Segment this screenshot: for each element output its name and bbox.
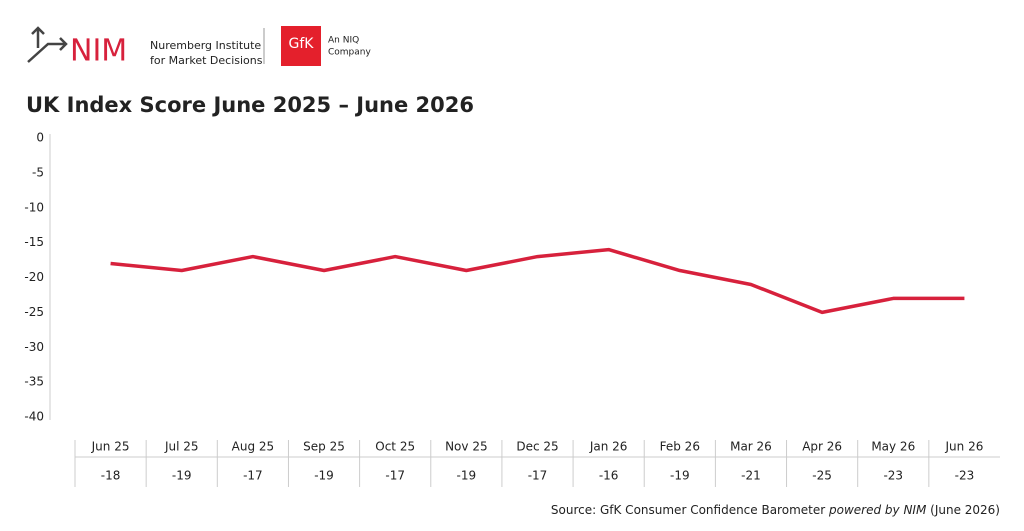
value-label: -19: [172, 469, 192, 483]
y-tick-label: -25: [24, 305, 44, 319]
category-label: Nov 25: [445, 440, 488, 454]
y-tick-label: -10: [24, 200, 44, 214]
category-label: Jan 26: [589, 440, 628, 454]
logo-sub: for Market Decisions: [150, 54, 263, 67]
partner-logo: GfK: [289, 36, 315, 52]
source-prefix: Source: GfK Consumer Confidence Baromete…: [551, 503, 825, 517]
partner-sub: An NIQ: [328, 36, 359, 46]
source-suffix: (June 2026): [930, 503, 1000, 517]
value-label: -17: [243, 469, 263, 483]
category-label: Dec 25: [516, 440, 558, 454]
value-label: -19: [314, 469, 334, 483]
partner-sub: Company: [328, 48, 371, 58]
category-label: Mar 26: [730, 440, 772, 454]
y-tick-label: -5: [32, 165, 44, 179]
category-label: Jul 25: [164, 440, 199, 454]
y-tick-label: -30: [24, 340, 44, 354]
category-label: May 26: [871, 440, 915, 454]
source: Source: GfK Consumer Confidence Baromete…: [551, 503, 1000, 517]
source-emphasis: powered by NIM: [828, 503, 927, 517]
category-label: Jun 25: [91, 440, 130, 454]
y-tick-label: -20: [24, 270, 44, 284]
logo-text: NIM: [70, 34, 127, 69]
value-label: -19: [670, 469, 690, 483]
category-label: Aug 25: [232, 440, 275, 454]
value-label: -17: [385, 469, 405, 483]
value-label: -25: [812, 469, 832, 483]
nim-logo-icon: [27, 26, 68, 63]
value-label: -18: [101, 469, 121, 483]
category-label: Feb 26: [660, 440, 700, 454]
value-label: -16: [599, 469, 619, 483]
category-label: Sep 25: [303, 440, 345, 454]
y-tick-label: -15: [24, 235, 44, 249]
value-label: -23: [955, 469, 975, 483]
value-label: -19: [457, 469, 477, 483]
logo-sub: Nuremberg Institute: [150, 39, 261, 52]
y-tick-label: -40: [24, 410, 44, 424]
data-line: [110, 247, 965, 315]
value-label: -17: [528, 469, 548, 483]
y-tick-label: 0: [36, 131, 44, 145]
category-label: Apr 26: [802, 440, 842, 454]
category-label: Jun 26: [945, 440, 984, 454]
value-label: -21: [741, 469, 761, 483]
gfk-box: [281, 26, 321, 66]
y-tick-label: -35: [24, 375, 44, 389]
value-label: -23: [883, 469, 903, 483]
chart-title: UK Index Score June 2025 – June 2026: [26, 93, 474, 117]
category-label: Oct 25: [375, 440, 415, 454]
